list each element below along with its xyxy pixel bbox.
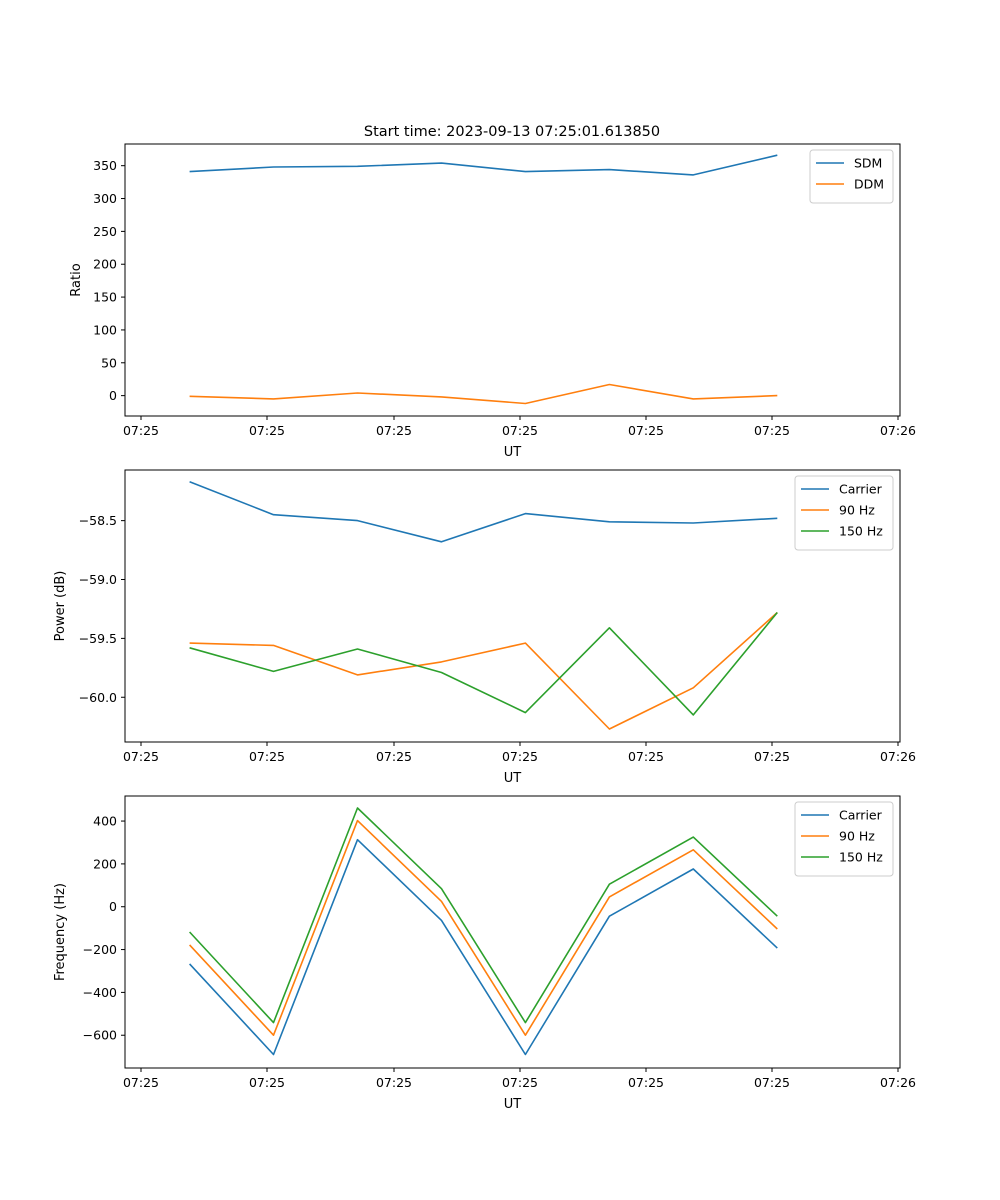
frequency-series-carrier-line bbox=[189, 838, 778, 1056]
frequency-ytick-label: 200 bbox=[93, 856, 117, 871]
power-series-carrier-line bbox=[189, 481, 778, 543]
power-legend-label: 150 Hz bbox=[839, 524, 883, 539]
frequency-ytick-label: −200 bbox=[83, 942, 117, 957]
frequency-xtick-label: 07:25 bbox=[123, 1075, 159, 1090]
ratio-xtick-label: 07:25 bbox=[754, 423, 790, 438]
ratio-xtick-label: 07:25 bbox=[249, 423, 285, 438]
power-xtick-label: 07:25 bbox=[376, 749, 412, 764]
ratio-ytick-label: 50 bbox=[101, 355, 117, 370]
frequency-xtick-label: 07:26 bbox=[880, 1075, 916, 1090]
frequency-legend-label: 90 Hz bbox=[839, 829, 875, 844]
frequency-ytick-label: 400 bbox=[93, 814, 117, 829]
ratio-series-sdm-line bbox=[189, 154, 778, 176]
frequency-ytick-label: −400 bbox=[83, 985, 117, 1000]
ratio-ytick-label: 0 bbox=[109, 388, 117, 403]
power-xtick-label: 07:25 bbox=[628, 749, 664, 764]
power-legend-label: 90 Hz bbox=[839, 503, 875, 518]
ratio-xtick-label: 07:25 bbox=[502, 423, 538, 438]
power-ytick-label: −59.0 bbox=[79, 572, 117, 587]
frequency-legend-label: Carrier bbox=[839, 808, 883, 823]
power-panel: 07:25 07:25 07:25 07:25 07:25 07:25 07:26 UT −60… bbox=[53, 469, 916, 786]
frequency-xtick-label: 07:25 bbox=[502, 1075, 538, 1090]
ratio-ytick-label: 250 bbox=[93, 224, 117, 239]
frequency-xtick-label: 07:25 bbox=[754, 1075, 790, 1090]
power-ytick-label: −58.5 bbox=[79, 513, 117, 528]
power-ytick-label: −60.0 bbox=[79, 690, 117, 705]
ratio-ytick-label: 350 bbox=[93, 158, 117, 173]
ratio-ytick-label: 300 bbox=[93, 191, 117, 206]
frequency-xtick-label: 07:25 bbox=[376, 1075, 412, 1090]
power-xlabel: UT bbox=[504, 771, 522, 786]
frequency-ytick-label: −600 bbox=[83, 1028, 117, 1043]
ratio-panel: 07:25 07:25 07:25 07:25 07:25 07:25 07:26 UT 0 50… bbox=[69, 143, 916, 460]
power-axes-frame bbox=[124, 469, 901, 743]
ratio-xtick-label: 07:25 bbox=[123, 423, 159, 438]
ratio-ylabel: Ratio bbox=[69, 263, 84, 296]
frequency-ytick-label: 0 bbox=[109, 899, 117, 914]
frequency-panel: 07:25 07:25 07:25 07:25 07:25 07:25 07:26 UT −60… bbox=[53, 795, 916, 1112]
frequency-series-150-hz-line bbox=[189, 807, 778, 1024]
ratio-xtick-label: 07:25 bbox=[376, 423, 412, 438]
frequency-ylabel: Frequency (Hz) bbox=[53, 883, 68, 981]
power-series-150-hz-line bbox=[189, 611, 778, 716]
ratio-legend: SDM DDM bbox=[809, 149, 894, 204]
frequency-xlabel: UT bbox=[504, 1097, 522, 1112]
ratio-axes-frame bbox=[124, 143, 901, 417]
frequency-xtick-label: 07:25 bbox=[249, 1075, 285, 1090]
power-ytick-label: −59.5 bbox=[79, 631, 117, 646]
figure-title: Start time: 2023-09-13 07:25:01.613850 bbox=[364, 124, 660, 140]
power-xtick-label: 07:26 bbox=[880, 749, 916, 764]
power-legend: Carrier 90 Hz 150 Hz bbox=[794, 475, 894, 551]
power-xtick-label: 07:25 bbox=[502, 749, 538, 764]
power-xtick-label: 07:25 bbox=[754, 749, 790, 764]
frequency-legend: Carrier 90 Hz 150 Hz bbox=[794, 801, 894, 877]
ratio-xtick-label: 07:26 bbox=[880, 423, 916, 438]
ratio-ytick-label: 100 bbox=[93, 322, 117, 337]
panels: 07:25 07:25 07:25 07:25 07:25 07:25 07:26 UT 0 50… bbox=[53, 143, 916, 1112]
ratio-series-ddm-line bbox=[189, 383, 778, 405]
frequency-series-90-hz-line bbox=[189, 819, 778, 1036]
ratio-ytick-label: 200 bbox=[93, 257, 117, 272]
power-legend-label: Carrier bbox=[839, 482, 883, 497]
power-series-90-hz-line bbox=[189, 611, 778, 730]
frequency-xtick-label: 07:25 bbox=[628, 1075, 664, 1090]
ratio-ytick-label: 150 bbox=[93, 290, 117, 305]
ratio-legend-label: DDM bbox=[854, 177, 884, 192]
frequency-axes-frame bbox=[124, 795, 901, 1069]
frequency-legend-label: 150 Hz bbox=[839, 850, 883, 865]
ratio-xlabel: UT bbox=[504, 445, 522, 460]
power-ylabel: Power (dB) bbox=[53, 571, 68, 642]
power-xtick-label: 07:25 bbox=[123, 749, 159, 764]
ratio-legend-label: SDM bbox=[854, 156, 882, 171]
ratio-xtick-label: 07:25 bbox=[628, 423, 664, 438]
power-xtick-label: 07:25 bbox=[249, 749, 285, 764]
